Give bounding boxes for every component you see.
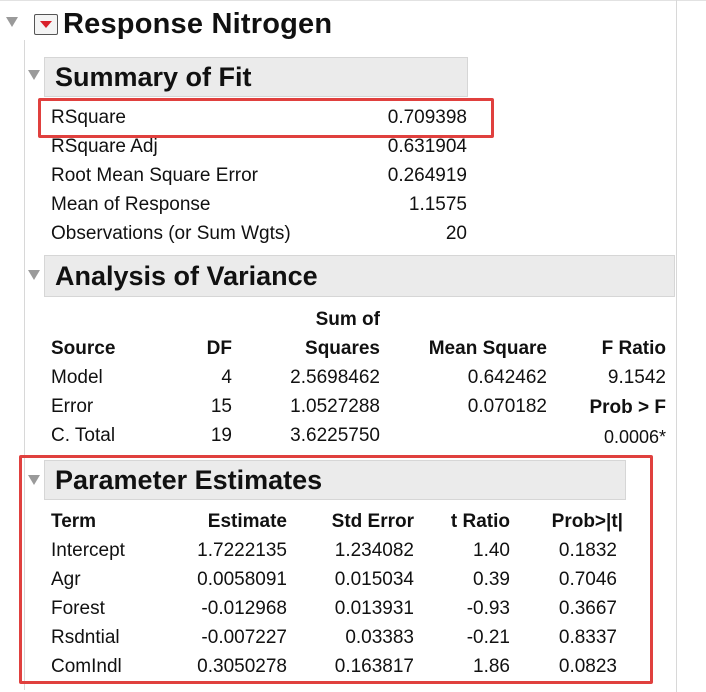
fit-label-rmse: Root Mean Square Error [51, 165, 258, 186]
summary-disclosure-icon[interactable] [28, 70, 40, 80]
pe-p-forest: 0.3667 [558, 598, 617, 619]
pe-header-prob-t: Prob>|t| [551, 511, 623, 532]
pe-p-rsdntial: 0.8337 [558, 627, 617, 648]
summary-of-fit-title: Summary of Fit [55, 61, 252, 92]
pe-t-comindl: 1.86 [473, 656, 510, 677]
anova-df-ctotal: 19 [210, 425, 232, 446]
parameter-estimates-header[interactable]: Parameter Estimates [44, 460, 626, 500]
anova-df-error: 15 [210, 396, 232, 417]
report-title: Response Nitrogen [63, 7, 333, 40]
anova-ms-model: 0.642462 [467, 367, 547, 388]
anova-header-f-ratio: F Ratio [601, 338, 666, 359]
pe-header-t-ratio: t Ratio [450, 511, 510, 532]
frame-right-border [676, 0, 677, 692]
rsquare-highlight-box [38, 98, 494, 138]
anova-df-model: 4 [221, 367, 232, 388]
fit-value-observations: 20 [445, 223, 467, 244]
fit-value-rsquare-adj: 0.631904 [387, 136, 467, 157]
fit-value-rsquare: 0.709398 [387, 107, 467, 128]
pe-estimate-agr: 0.0058091 [197, 569, 287, 590]
anova-ss-error: 1.0527288 [290, 396, 380, 417]
pe-t-agr: 0.39 [473, 569, 510, 590]
red-triangle-icon [40, 20, 52, 28]
anova-header-sum-of: Sum of [315, 309, 380, 330]
frame-left-border [24, 40, 25, 690]
pe-term-intercept: Intercept [51, 540, 125, 561]
fit-value-rmse: 0.264919 [387, 165, 467, 186]
pe-header-estimate: Estimate [207, 511, 287, 532]
pe-term-forest: Forest [51, 598, 105, 619]
anova-ms-error: 0.070182 [467, 396, 547, 417]
anova-disclosure-icon[interactable] [28, 270, 40, 280]
anova-ss-ctotal: 3.6225750 [290, 425, 380, 446]
pe-estimate-comindl: 0.3050278 [197, 656, 287, 677]
anova-source-error: Error [51, 396, 94, 417]
pe-estimate-intercept: 1.7222135 [197, 540, 287, 561]
red-triangle-menu-button[interactable] [34, 13, 58, 35]
anova-source-ctotal: C. Total [51, 425, 116, 446]
summary-of-fit-header[interactable]: Summary of Fit [44, 57, 468, 97]
pe-term-comindl: ComIndl [51, 656, 122, 677]
pe-t-forest: -0.93 [466, 598, 510, 619]
anova-f-ratio-value: 9.1542 [607, 367, 666, 388]
pe-term-agr: Agr [51, 569, 81, 590]
pe-stderr-intercept: 1.234082 [334, 540, 414, 561]
fit-label-observations: Observations (or Sum Wgts) [51, 223, 291, 244]
pe-stderr-comindl: 0.163817 [334, 656, 414, 677]
pe-t-intercept: 1.40 [473, 540, 510, 561]
pe-stderr-forest: 0.013931 [334, 598, 414, 619]
anova-header[interactable]: Analysis of Variance [44, 255, 675, 297]
anova-prob-f-label: Prob > F [589, 397, 666, 418]
anova-ss-model: 2.5698462 [290, 367, 380, 388]
pe-term-rsdntial: Rsdntial [51, 627, 120, 648]
pe-stderr-agr: 0.015034 [334, 569, 414, 590]
disclosure-triangle-icon[interactable] [6, 17, 18, 27]
report-header: Response Nitrogen [34, 6, 332, 42]
pe-estimate-rsdntial: -0.007227 [201, 627, 287, 648]
anova-header-df: DF [206, 338, 232, 359]
fit-label-mean: Mean of Response [51, 194, 211, 215]
pe-header-term: Term [51, 511, 97, 532]
anova-source-model: Model [51, 367, 103, 388]
pe-p-intercept: 0.1832 [558, 540, 617, 561]
pe-p-comindl: 0.0823 [558, 656, 617, 677]
frame-top-border [0, 0, 706, 1]
fit-label-rsquare-adj: RSquare Adj [51, 136, 158, 157]
anova-title: Analysis of Variance [55, 260, 318, 291]
pe-stderr-rsdntial: 0.03383 [345, 627, 414, 648]
parameter-estimates-title: Parameter Estimates [55, 464, 323, 495]
anova-header-mean-square: Mean Square [428, 338, 547, 359]
pe-header-std-error: Std Error [331, 511, 414, 532]
pe-t-rsdntial: -0.21 [466, 627, 510, 648]
anova-header-source: Source [51, 338, 116, 359]
parameter-estimates-disclosure-icon[interactable] [28, 475, 40, 485]
pe-estimate-forest: -0.012968 [201, 598, 287, 619]
fit-value-mean: 1.1575 [408, 194, 467, 215]
pe-p-agr: 0.7046 [558, 569, 617, 590]
anova-header-squares: Squares [305, 338, 380, 359]
fit-label-rsquare: RSquare [51, 107, 126, 128]
anova-prob-f-value: 0.0006* [603, 427, 666, 447]
parameter-estimates-highlight-box [19, 455, 653, 684]
